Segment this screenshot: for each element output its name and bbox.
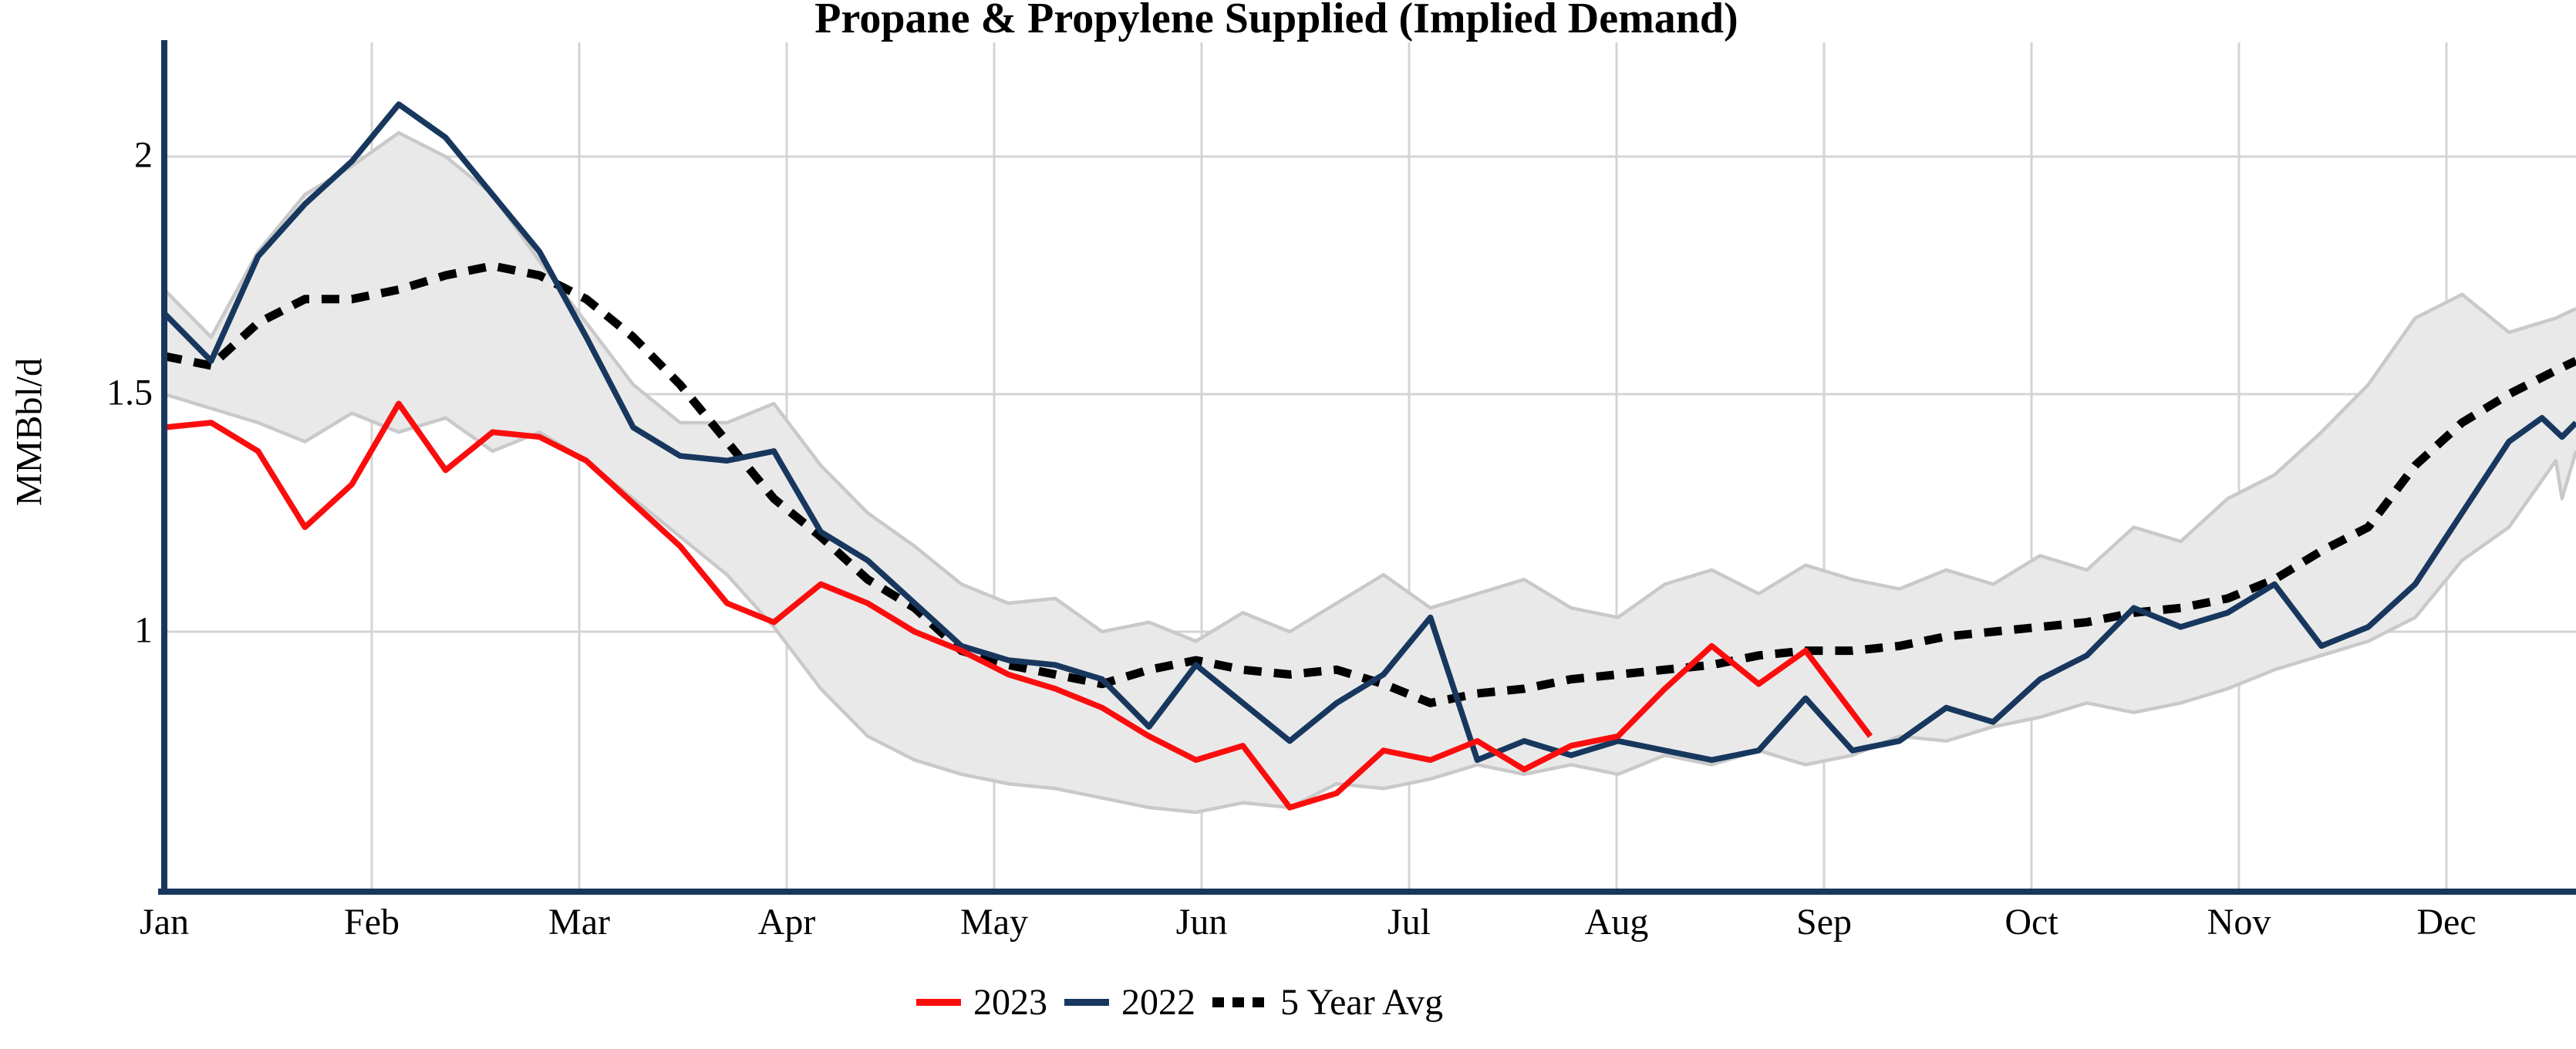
five-year-range-band (164, 133, 2576, 813)
legend-item: 2022 (1064, 981, 1195, 1024)
y-tick-label: 2 (134, 134, 153, 176)
series-line-2023 (164, 400, 1873, 811)
x-tick-label: Feb (344, 902, 400, 943)
band-top-edge (163, 130, 2576, 643)
x-tick-label: Sep (1796, 902, 1852, 943)
legend-swatch-solid (916, 999, 961, 1006)
legend-item: 5 Year Avg (1212, 981, 1443, 1024)
x-tick-label: Dec (2416, 902, 2477, 943)
x-tick-label: May (960, 902, 1028, 943)
series-line-2022 (162, 101, 2576, 764)
legend-label: 2022 (1121, 982, 1195, 1023)
legend-swatch-dashed (1212, 997, 1268, 1007)
x-tick-label: Jun (1175, 902, 1228, 943)
x-tick-label: Nov (2207, 902, 2271, 943)
chart-title: Propane & Propylene Supplied (Implied De… (814, 0, 1738, 42)
x-tick-label: Jan (140, 902, 189, 943)
series-line-5-year-avg (163, 261, 2576, 707)
x-tick-label: Aug (1584, 902, 1649, 943)
y-tick-label: 1 (134, 609, 153, 651)
x-tick-label: Oct (2004, 902, 2058, 943)
legend-label: 2023 (973, 982, 1047, 1023)
x-tick-label: Mar (548, 902, 610, 943)
y-tick-label: 1.5 (106, 372, 153, 413)
x-tick-label: Jul (1387, 902, 1431, 943)
legend-label: 5 Year Avg (1280, 982, 1444, 1023)
chart-legend: 2023 2022 5 Year Avg (916, 981, 1443, 1024)
legend-item: 2023 (916, 981, 1047, 1024)
x-tick-label: Apr (757, 902, 816, 943)
legend-swatch-solid (1064, 999, 1109, 1006)
